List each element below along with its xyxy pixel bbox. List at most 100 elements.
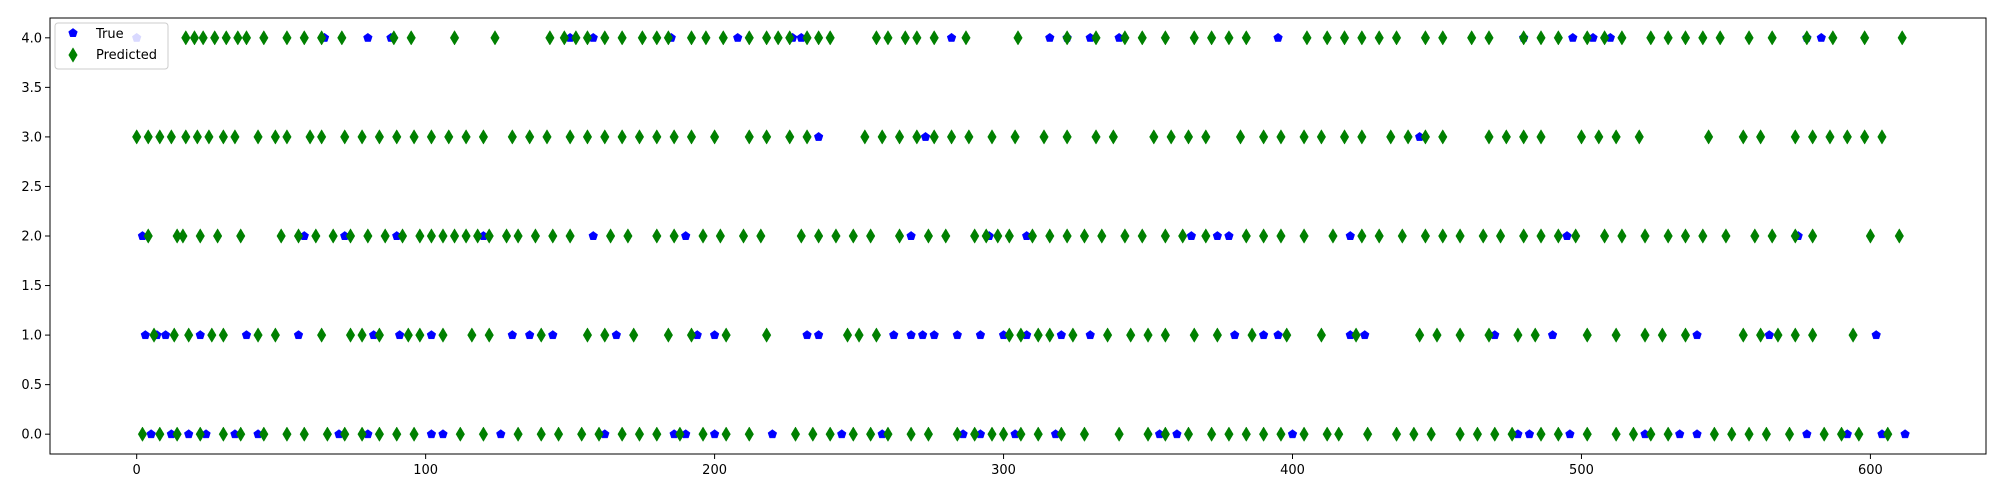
predicted-point xyxy=(1883,426,1893,442)
predicted-point xyxy=(802,129,812,145)
predicted-point xyxy=(322,426,332,442)
predicted-point xyxy=(1825,129,1835,145)
predicted-point xyxy=(1241,426,1251,442)
true-point xyxy=(548,330,558,340)
predicted-point xyxy=(1455,327,1465,343)
true-point xyxy=(426,330,437,340)
predicted-point xyxy=(1207,30,1217,46)
true-point xyxy=(241,330,252,340)
predicted-point xyxy=(1634,129,1644,145)
true-point xyxy=(889,330,899,340)
predicted-point xyxy=(218,129,228,145)
y-tick-label: 2.0 xyxy=(21,230,42,245)
y-tick-label: 1.5 xyxy=(21,279,42,294)
predicted-point xyxy=(900,30,910,46)
predicted-point xyxy=(1201,228,1211,244)
predicted-point xyxy=(1004,327,1014,343)
predicted-point xyxy=(490,30,500,46)
true-point xyxy=(1258,330,1269,340)
predicted-point xyxy=(426,129,437,145)
predicted-point xyxy=(883,426,893,442)
predicted-point xyxy=(710,129,720,145)
predicted-point xyxy=(507,129,517,145)
predicted-point xyxy=(1079,228,1090,244)
predicted-point xyxy=(449,30,460,46)
predicted-point xyxy=(409,426,419,442)
predicted-point xyxy=(1126,327,1136,343)
predicted-point xyxy=(1767,30,1777,46)
true-point xyxy=(1273,32,1283,42)
predicted-point xyxy=(1478,228,1488,244)
predicted-point xyxy=(253,327,263,343)
predicted-point xyxy=(1865,228,1876,244)
predicted-point xyxy=(744,426,754,442)
predicted-point xyxy=(1490,426,1500,442)
predicted-point xyxy=(1004,228,1014,244)
predicted-point xyxy=(259,426,269,442)
predicted-point xyxy=(1663,426,1673,442)
predicted-point xyxy=(1259,129,1269,145)
predicted-point xyxy=(438,228,448,244)
true-point xyxy=(1871,330,1881,340)
predicted-point xyxy=(409,129,419,145)
x-tick-label: 400 xyxy=(1280,463,1305,478)
predicted-point xyxy=(467,327,477,343)
y-tick-label: 4.0 xyxy=(21,31,42,46)
predicted-point xyxy=(756,228,766,244)
predicted-point xyxy=(1513,327,1523,343)
y-tick-label: 0.0 xyxy=(21,428,42,443)
predicted-point xyxy=(1646,426,1656,442)
predicted-point xyxy=(345,327,356,343)
predicted-point xyxy=(877,129,887,145)
true-point xyxy=(184,429,194,439)
predicted-point xyxy=(340,426,350,442)
predicted-point xyxy=(1426,426,1436,442)
predicted-point xyxy=(1322,30,1332,46)
predicted-point xyxy=(181,30,191,46)
x-tick-label: 0 xyxy=(133,463,141,478)
predicted-point xyxy=(198,30,208,46)
predicted-point xyxy=(455,426,465,442)
predicted-point xyxy=(1045,228,1055,244)
predicted-point xyxy=(337,30,347,46)
predicted-point xyxy=(305,129,315,145)
predicted-point xyxy=(1143,426,1153,442)
predicted-point xyxy=(1698,228,1708,244)
y-axis: 0.0 0.5 1.0 1.5 2.0 2.5 3.0 3.5 4.0 xyxy=(21,31,50,443)
predicted-point xyxy=(1357,30,1367,46)
predicted-point xyxy=(1276,129,1286,145)
predicted-point xyxy=(623,228,633,244)
predicted-point xyxy=(1160,30,1170,46)
predicted-point xyxy=(1495,228,1506,244)
true-point xyxy=(1224,231,1234,240)
predicted-point xyxy=(1698,30,1708,46)
predicted-point xyxy=(1114,426,1124,442)
predicted-point xyxy=(1536,426,1546,442)
predicted-point xyxy=(866,426,876,442)
predicted-point xyxy=(1149,129,1159,145)
predicted-point xyxy=(1611,327,1621,343)
predicted-point xyxy=(1299,228,1309,244)
predicted-point xyxy=(559,30,569,46)
true-point xyxy=(733,32,743,42)
predicted-point xyxy=(253,129,263,145)
y-tick-label: 3.5 xyxy=(21,81,42,96)
predicted-point xyxy=(964,129,974,145)
predicted-point xyxy=(241,30,252,46)
true-point xyxy=(1565,429,1575,439)
predicted-point xyxy=(912,30,922,46)
predicted-point xyxy=(1750,228,1760,244)
predicted-point xyxy=(1235,129,1246,145)
predicted-point xyxy=(282,129,292,145)
predicted-point xyxy=(1183,129,1194,145)
predicted-point xyxy=(1484,327,1494,343)
predicted-point xyxy=(738,228,749,244)
true-point xyxy=(767,429,778,439)
predicted-point xyxy=(1276,426,1286,442)
predicted-point xyxy=(1033,327,1043,343)
predicted-point xyxy=(1386,129,1396,145)
predicted-point xyxy=(796,228,806,244)
predicted-point xyxy=(1374,228,1384,244)
predicted-point xyxy=(415,228,425,244)
predicted-point xyxy=(1363,426,1373,442)
